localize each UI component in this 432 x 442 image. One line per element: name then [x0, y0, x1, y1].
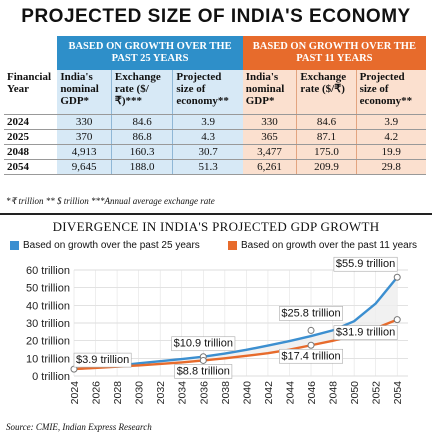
- group-header-11-years: BASED ON GROWTH OVER THE PAST 11 YEARS: [242, 36, 426, 70]
- table-cell: 51.3: [172, 159, 243, 175]
- x-tick-label: 2052: [371, 381, 383, 405]
- data-label: $55.9 trillion: [336, 258, 395, 270]
- table-cell: 209.9: [296, 159, 357, 175]
- table-row: 2048 4,913 160.3 30.7 3,477 175.0 19.9: [4, 144, 426, 160]
- page-title: PROJECTED SIZE OF INDIA'S ECONOMY: [21, 6, 411, 27]
- col-header-gdp-25: India's nominal GDP*: [57, 70, 112, 115]
- x-tick-label: 2032: [155, 381, 167, 405]
- data-label: $10.9 trillion: [174, 338, 233, 350]
- data-label-box: [279, 306, 343, 321]
- data-label-box: [279, 348, 343, 364]
- table-cell: 160.3: [110, 144, 173, 160]
- data-label: $17.4 trillion: [281, 350, 340, 362]
- table-cell: 2025: [4, 129, 58, 145]
- x-tick-label: 2024: [69, 381, 81, 405]
- table-cell: 365: [242, 129, 297, 145]
- data-label: $3.9 trillion: [76, 354, 129, 366]
- table-cell: 175.0: [296, 144, 357, 160]
- x-tick-label: 2038: [220, 381, 232, 405]
- legend-label: Based on growth over the past 11 years: [241, 240, 418, 251]
- table-cell: 87.1: [296, 129, 357, 145]
- projection-table: BASED ON GROWTH OVER THE PAST 25 YEARS B…: [4, 36, 426, 175]
- chart-subtitle: DIVERGENCE IN INDIA'S PROJECTED GDP GROW…: [0, 213, 432, 235]
- col-header-rate-25: Exchange rate ($/₹)***: [110, 70, 173, 115]
- legend-swatch-orange: [228, 240, 237, 250]
- table-cell: 2054: [4, 159, 58, 175]
- col-header-rate-11: Exchange rate ($/₹): [296, 70, 357, 115]
- table-cell: 330: [57, 114, 112, 130]
- y-tick-label: 0 trillion: [32, 371, 70, 383]
- legend-item-25-years: Based on growth over the past 25 years: [10, 240, 200, 251]
- table-cell: 188.0: [110, 159, 173, 175]
- table-cell: 19.9: [355, 144, 426, 160]
- x-tick-label: 2034: [177, 381, 189, 405]
- data-label-box: [333, 256, 398, 272]
- x-tick-label: 2042: [263, 381, 275, 405]
- table-cell: 370: [57, 129, 112, 145]
- table-cell: 3,477: [242, 144, 297, 160]
- table-row: 2024 330 84.6 3.9 330 84.6 3.9: [4, 114, 426, 130]
- table-row: 2054 9,645 188.0 51.3 6,261 209.9 29.8: [4, 159, 426, 175]
- group-header-25-years: BASED ON GROWTH OVER THE PAST 25 YEARS: [57, 36, 243, 70]
- table-cell: 86.8: [110, 129, 173, 145]
- x-tick-label: 2036: [198, 381, 210, 405]
- table-cell: 3.9: [355, 114, 426, 130]
- data-label: $31.9 trillion: [336, 327, 395, 339]
- x-tick-label: 2040: [241, 381, 253, 405]
- table-cell: 9,645: [57, 159, 112, 175]
- table-cell: 6,261: [242, 159, 297, 175]
- y-tick-label: 40 trillion: [26, 300, 70, 312]
- legend-label: Based on growth over the past 25 years: [23, 240, 200, 251]
- col-header-gdp-11: India's nominal GDP*: [242, 70, 297, 115]
- x-tick-label: 2044: [284, 381, 296, 405]
- data-label-box: [174, 364, 233, 379]
- table-cell: 2048: [4, 144, 58, 160]
- x-tick-label: 2028: [112, 381, 124, 405]
- table-footnote: *₹ trillion ** $ trillion ***Annual aver…: [6, 196, 215, 206]
- table-cell: 29.8: [355, 159, 426, 175]
- table-cell: 84.6: [296, 114, 357, 130]
- gdp-growth-chart: 0 trillion 10 trillion 20 trillion 30 trill…: [26, 256, 408, 405]
- y-tick-label: 10 trillion: [26, 353, 70, 365]
- data-label: $25.8 trillion: [281, 307, 340, 319]
- table-cell: 4.2: [355, 129, 426, 145]
- col-header-size-25: Projected size of economy**: [172, 70, 243, 115]
- data-label-box: [73, 352, 132, 368]
- table-row: 2025 370 86.8 4.3 365 87.1 4.2: [4, 129, 426, 145]
- annotation-marker: [307, 326, 315, 334]
- legend-swatch-blue: [10, 240, 19, 250]
- y-tick-label: 20 trillion: [26, 336, 70, 348]
- data-label: $8.8 trillion: [177, 365, 230, 377]
- annotation-marker: [307, 341, 315, 349]
- col-header-size-11: Projected size of economy**: [355, 70, 426, 115]
- y-tick-label: 60 trillion: [26, 265, 70, 277]
- table-cell: 4,913: [57, 144, 112, 160]
- legend-item-11-years: Based on growth over the past 11 years: [228, 240, 417, 251]
- data-label-box: [171, 336, 236, 352]
- data-label-box: [333, 325, 398, 340]
- table-cell: 3.9: [172, 114, 243, 130]
- x-tick-label: 2026: [91, 381, 103, 405]
- annotation-marker: [199, 356, 207, 364]
- x-tick-label: 2048: [328, 381, 340, 405]
- annotation-marker: [393, 316, 401, 324]
- table-cell: 2024: [4, 114, 58, 130]
- y-tick-label: 50 trillion: [26, 283, 70, 295]
- table-cell: 84.6: [110, 114, 173, 130]
- x-tick-label: 2054: [392, 381, 404, 405]
- table-cell: 30.7: [172, 144, 243, 160]
- x-tick-label: 2030: [134, 381, 146, 405]
- table-cell: 330: [242, 114, 297, 130]
- x-tick-label: 2050: [349, 381, 361, 405]
- y-tick-label: 30 trillion: [26, 318, 70, 330]
- source-note: Source: CMIE, Indian Express Research: [6, 422, 152, 432]
- annotation-marker: [393, 273, 401, 281]
- table-cell: 4.3: [172, 129, 243, 145]
- col-header-year: Financial Year: [4, 70, 58, 115]
- x-tick-label: 2046: [306, 381, 318, 405]
